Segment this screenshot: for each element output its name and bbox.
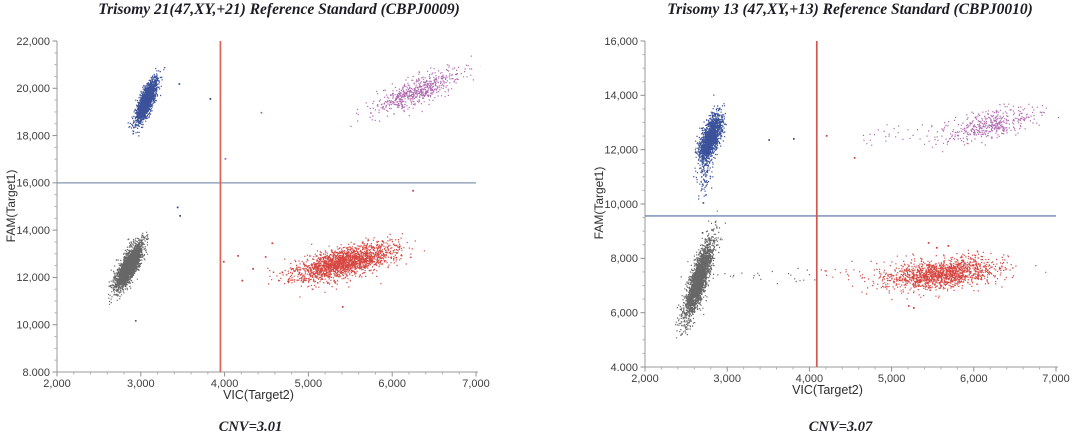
cluster-vic-positive <box>267 233 425 298</box>
x-axis-label-left: VIC(Target2) <box>223 388 294 402</box>
y-tick-label: 14,000 <box>16 225 50 237</box>
x-tick-label: 7,000 <box>1042 373 1070 385</box>
y-tick-label: 6,000 <box>610 307 638 319</box>
y-axis-label-left: FAM(Target1) <box>4 169 18 242</box>
y-axis-label-right: FAM(Target1) <box>592 166 606 240</box>
stray-droplets <box>224 111 263 160</box>
axes: 2,000 3,000 4,000 5,000 6,000 7,000 22,000 20,0… <box>16 36 489 390</box>
cluster-fam-positive-tail <box>696 152 714 200</box>
x-axis-label-right: VIC(Target2) <box>792 383 863 397</box>
y-tick-label: 22,000 <box>16 36 50 48</box>
chart-title-right: Trisomy 13 (47,XY,+13) Reference Standar… <box>667 1 1033 18</box>
y-tick-label: 10,000 <box>16 320 50 332</box>
x-tick-label: 2,000 <box>631 373 659 385</box>
stray-droplets <box>825 135 950 309</box>
cnv-caption-right: CNV=3.07 <box>808 419 873 435</box>
y-tick-label: 16,000 <box>16 178 50 190</box>
y-tick-label: 14,000 <box>604 90 638 102</box>
x-tick-label: 6,000 <box>378 378 406 390</box>
y-tick-label: 16,000 <box>604 36 638 48</box>
cluster-negative-rain <box>724 267 816 285</box>
y-tick-label: 8.000 <box>22 367 50 379</box>
stray-droplets <box>701 232 704 234</box>
cluster-double-negative <box>107 231 149 305</box>
droplet-points <box>107 55 481 322</box>
y-tick-label: 20,000 <box>16 83 50 95</box>
y-tick-label: 12,000 <box>604 144 638 156</box>
cluster-double-negative <box>674 210 726 339</box>
trisomy13-chart-panel: Trisomy 13 (47,XY,+13) Reference Standar… <box>540 0 1080 443</box>
x-tick-label: 4,000 <box>211 378 239 390</box>
trisomy21-chart-panel: Trisomy 21(47,XY,+21) Reference Standard… <box>4 1 490 435</box>
cluster-double-positive <box>350 55 481 127</box>
y-tick-label: 12,000 <box>16 272 50 284</box>
cluster-vic-positive <box>851 249 1047 301</box>
stray-droplets <box>176 83 212 217</box>
stray-droplets <box>222 189 414 308</box>
x-tick-label: 4,000 <box>796 373 824 385</box>
y-tick-label: 8,000 <box>610 253 638 265</box>
x-tick-label: 2,000 <box>43 378 71 390</box>
x-tick-label: 5,000 <box>878 373 906 385</box>
scatter-plot-left: 2,000 3,000 4,000 5,000 6,000 7,000 22,000 20,0… <box>16 36 489 390</box>
chart-title-left: Trisomy 21(47,XY,+21) Reference Standard… <box>98 1 460 18</box>
stray-droplets <box>134 320 137 322</box>
y-tick-label: 4.000 <box>610 362 638 374</box>
cluster-fam-positive <box>127 67 166 137</box>
x-tick-label: 7,000 <box>462 378 490 390</box>
x-tick-label: 3,000 <box>713 373 741 385</box>
x-tick-label: 3,000 <box>127 378 155 390</box>
x-tick-label: 6,000 <box>960 373 988 385</box>
scatter-plot-right: 2,000 3,000 4,000 5,000 6,000 7,000 16,000 14,0… <box>604 36 1069 385</box>
cluster-double-positive <box>909 103 1061 148</box>
droplet-points <box>674 94 1061 339</box>
x-tick-label: 5,000 <box>295 378 323 390</box>
y-tick-label: 18,000 <box>16 130 50 142</box>
cnv-caption-left: CNV=3.01 <box>218 419 283 435</box>
axes: 2,000 3,000 4,000 5,000 6,000 7,000 16,000 14,0… <box>604 36 1069 385</box>
y-tick-label: 10,000 <box>604 199 638 211</box>
cluster-fam-positive <box>693 94 727 181</box>
